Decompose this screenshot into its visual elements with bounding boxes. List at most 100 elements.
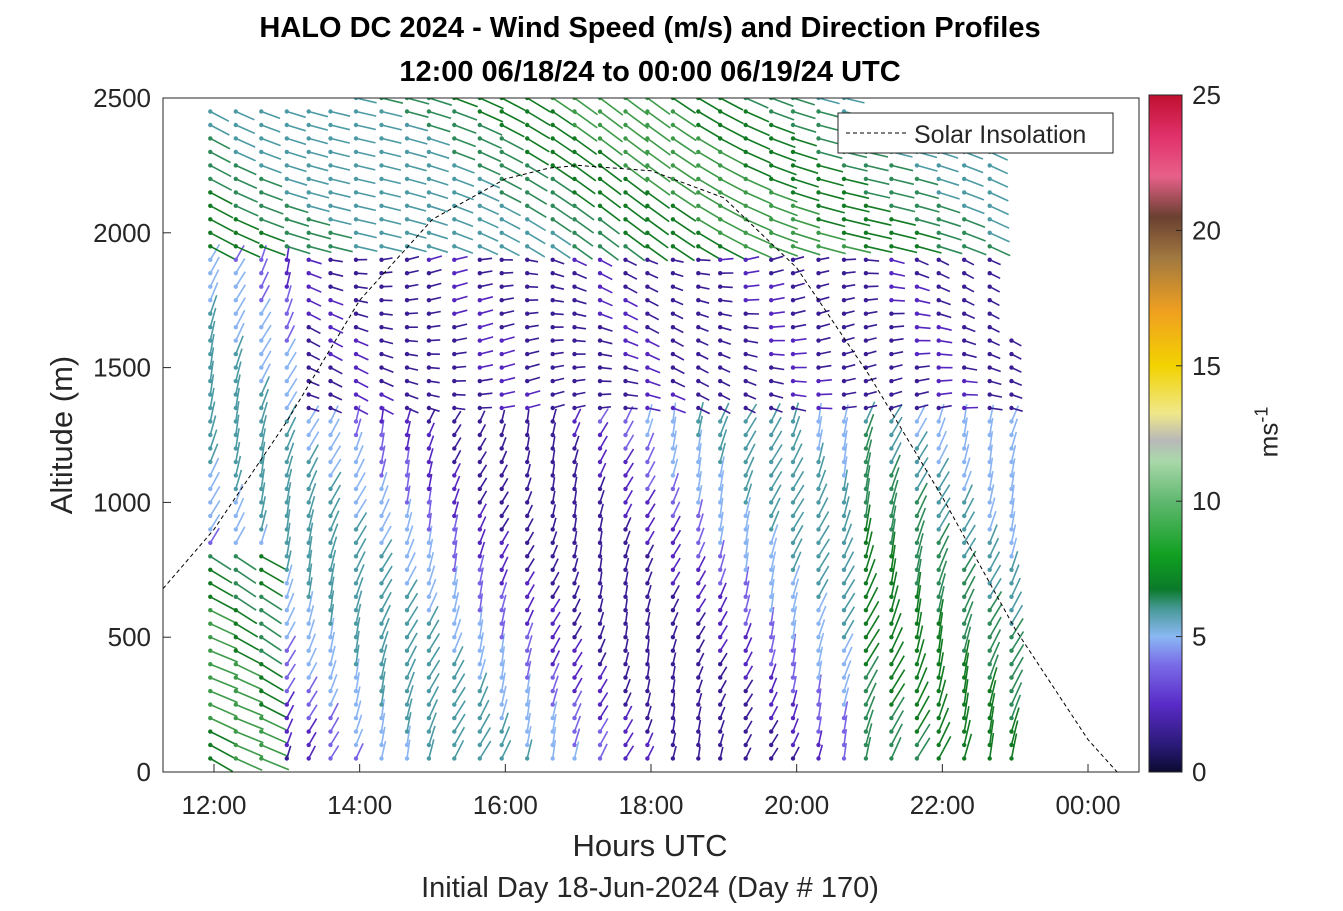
- wind-arrow: [454, 245, 474, 255]
- wind-arrow: [865, 601, 880, 625]
- wind-arrow: [792, 675, 797, 692]
- wind-arrow-head: [353, 405, 359, 411]
- wind-arrow: [770, 691, 778, 705]
- wind-arrow: [355, 686, 361, 705]
- wind-arrow: [624, 434, 635, 449]
- wind-arrow: [286, 745, 292, 759]
- wind-arrow-head: [259, 540, 264, 545]
- wind-arrow: [454, 178, 475, 188]
- wind-arrow: [890, 403, 903, 422]
- wind-arrow-head: [550, 149, 555, 155]
- wind-arrow: [526, 725, 532, 746]
- wind-arrow: [406, 151, 428, 159]
- wind-arrow: [792, 205, 820, 215]
- wind-arrow-head: [426, 163, 432, 168]
- wind-arrow-head: [404, 271, 410, 276]
- wind-arrow: [989, 232, 1010, 243]
- wind-arrow-head: [670, 432, 676, 438]
- wind-arrow: [963, 706, 970, 732]
- wind-arrow: [454, 295, 468, 301]
- wind-arrow: [209, 429, 218, 449]
- wind-arrow-head: [306, 163, 311, 168]
- wind-arrow: [744, 608, 752, 624]
- wind-arrow-head: [962, 378, 967, 384]
- wind-arrow-head: [499, 540, 504, 545]
- wind-arrow-head: [499, 163, 504, 168]
- wind-arrow-head: [306, 257, 311, 262]
- wind-arrow: [479, 541, 486, 557]
- wind-arrow: [209, 443, 219, 463]
- wind-arrow: [963, 719, 971, 746]
- wind-arrow-head: [404, 109, 410, 114]
- wind-arrow-head: [718, 540, 723, 545]
- wind-arrow-head: [696, 554, 701, 559]
- wind-arrow-head: [259, 230, 264, 235]
- wind-arrow: [1010, 591, 1023, 611]
- wind-arrow: [1010, 524, 1017, 543]
- wind-arrow: [406, 671, 415, 692]
- wind-arrow: [355, 728, 364, 746]
- wind-arrow-head: [623, 405, 628, 411]
- wind-arrow: [916, 482, 928, 503]
- wind-arrow-head: [623, 648, 628, 653]
- wind-arrow-head: [769, 729, 774, 734]
- wind-arrow-head: [962, 554, 967, 559]
- wind-arrow-head: [477, 149, 482, 155]
- wind-arrow-head: [259, 432, 264, 438]
- wind-arrow-head: [499, 217, 504, 222]
- wind-arrow-head: [790, 190, 796, 195]
- wind-arrow-head: [962, 473, 967, 478]
- wind-arrow: [526, 245, 546, 258]
- wind-arrow: [599, 299, 613, 307]
- wind-arrow: [406, 685, 414, 705]
- wind-arrow-head: [525, 554, 530, 559]
- wind-arrow-head: [623, 540, 628, 545]
- wind-arrow-head: [962, 567, 967, 572]
- wind-arrow-head: [816, 392, 821, 397]
- wind-arrow: [1010, 656, 1024, 678]
- wind-arrow-head: [233, 351, 238, 357]
- wind-arrow: [865, 218, 892, 226]
- wind-arrow: [672, 151, 697, 169]
- wind-arrow: [308, 151, 329, 158]
- wind-arrow-head: [889, 378, 894, 384]
- wind-arrow: [792, 619, 797, 638]
- wind-arrow-head: [623, 594, 628, 599]
- wind-arrow-head: [645, 122, 650, 128]
- wind-arrow-head: [426, 635, 432, 640]
- wind-arrow: [428, 619, 440, 638]
- wind-arrow-head: [841, 98, 847, 101]
- wind-arrow: [552, 178, 574, 194]
- wind-arrow: [963, 601, 974, 624]
- wind-arrow: [865, 401, 876, 422]
- wind-arrow-head: [404, 648, 410, 653]
- wind-arrow-head: [863, 500, 869, 505]
- wind-arrow: [209, 471, 221, 490]
- wind-arrow: [843, 660, 852, 678]
- wind-arrow-head: [233, 540, 238, 545]
- wind-arrow-head: [306, 715, 311, 721]
- wind-arrow: [719, 582, 727, 598]
- wind-arrow-head: [1009, 715, 1014, 721]
- wind-arrow-head: [623, 176, 628, 182]
- wind-arrow: [501, 232, 521, 244]
- wind-arrow: [988, 510, 997, 530]
- wind-arrow-head: [259, 217, 264, 222]
- wind-arrow-head: [962, 729, 967, 734]
- wind-arrow: [454, 218, 474, 228]
- wind-arrow: [988, 692, 996, 719]
- wind-arrow: [599, 164, 623, 183]
- wind-arrow-head: [718, 365, 723, 370]
- wind-arrow-head: [962, 230, 967, 235]
- wind-arrow-head: [696, 594, 701, 599]
- wind-arrow-head: [863, 473, 869, 478]
- wind-arrow: [479, 151, 502, 163]
- wind-arrow-head: [233, 109, 238, 114]
- wind-arrow-head: [1009, 648, 1014, 653]
- wind-arrow: [646, 418, 654, 436]
- wind-arrow: [891, 272, 906, 277]
- wind-arrow-head: [328, 378, 333, 384]
- wind-arrow: [454, 124, 477, 135]
- wind-arrow-head: [499, 419, 504, 424]
- wind-arrow-head: [550, 729, 555, 734]
